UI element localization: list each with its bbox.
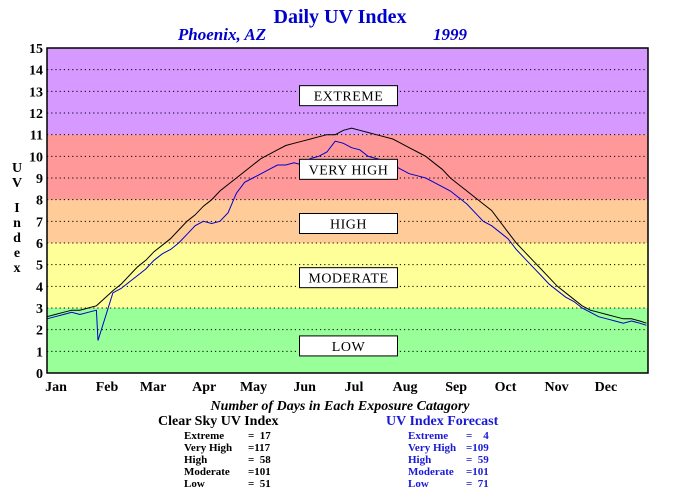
x-tick-label: Nov [544, 380, 568, 395]
y-axis-letter: e [14, 246, 20, 261]
y-tick-label: 5 [36, 259, 43, 274]
y-tick-label: 7 [36, 215, 43, 230]
y-tick-label: 6 [36, 237, 43, 252]
stat-label: High [184, 454, 208, 466]
x-tick-label: Jul [345, 380, 364, 395]
stat-label: Very High [408, 442, 457, 454]
days-count-caption: Number of Days in Each Exposure Catagory [210, 399, 470, 414]
grid-lines [47, 69, 648, 352]
forecast-line [46, 140, 647, 341]
stat-value: = 4 [466, 430, 489, 442]
stat-label: High [408, 454, 432, 466]
stat-value: = 58 [248, 454, 271, 466]
stat-label: Extreme [184, 430, 225, 442]
stat-value: = 17 [248, 430, 271, 442]
x-tick-labels: Jan Feb Mar Apr May Jun Jul Aug Sep Oct Nov Dec [45, 380, 617, 395]
stat-label: Very High [184, 442, 233, 454]
x-tick-label: Feb [96, 380, 119, 395]
forecast-table: Extreme = 4 Very High =109 High = 59 Modera… [408, 430, 489, 490]
stat-label: Moderate [184, 466, 230, 478]
band-label-box-low [299, 335, 398, 357]
x-tick-label: Jan [45, 380, 67, 395]
y-axis-letter: I [14, 201, 19, 216]
y-axis-letter: V [12, 176, 22, 191]
stat-value: = 51 [248, 478, 271, 490]
clear-sky-stats: Clear Sky UV Index Extreme = 17 Very High… [158, 414, 278, 490]
band-label-box-extreme [299, 85, 398, 107]
stat-row: Very High =109 [408, 442, 489, 454]
y-axis-letter: U [12, 161, 22, 176]
stat-value: =117 [248, 442, 271, 454]
band-label-low: LOW [332, 340, 366, 355]
y-tick-label: 4 [36, 280, 43, 295]
series-layer [46, 127, 647, 341]
location-label: Phoenix, AZ [177, 25, 266, 44]
band-label-box-very-high [299, 158, 398, 180]
stat-row: Low = 51 [184, 478, 271, 490]
stat-row: Extreme = 4 [408, 430, 489, 442]
x-tick-label: Dec [595, 380, 618, 395]
stat-row: Moderate =101 [408, 466, 489, 478]
y-tick-label: 15 [29, 42, 43, 57]
band-label-box-moderate [299, 267, 398, 289]
band-label-box-high [299, 213, 398, 234]
y-axis-letter: x [14, 261, 21, 276]
stat-label: Moderate [408, 466, 454, 478]
x-tick-label: Sep [445, 380, 467, 395]
x-tick-label: Aug [393, 380, 418, 395]
band-label-high: HIGH [330, 218, 367, 233]
x-tick-label: Apr [192, 380, 216, 395]
y-tick-label: 8 [36, 194, 43, 209]
stat-value: =101 [466, 466, 489, 478]
stat-value: =109 [466, 442, 489, 454]
y-tick-label: 13 [29, 85, 43, 100]
y-tick-label: 0 [36, 367, 43, 382]
stat-label: Low [184, 478, 205, 490]
y-tick-label: 10 [29, 150, 43, 165]
y-tick-label: 1 [36, 345, 43, 360]
clear-sky-table: Extreme = 17 Very High =117 High = 58 Moder… [184, 430, 271, 490]
y-tick-label: 3 [36, 302, 43, 317]
stat-label: Low [408, 478, 429, 490]
forecast-heading: UV Index Forecast [386, 414, 499, 429]
plot-frame [46, 47, 649, 374]
stat-row: Low = 71 [408, 478, 489, 490]
clear-sky-line [46, 127, 647, 324]
band-label-moderate: MODERATE [308, 272, 388, 287]
stat-value: = 59 [466, 454, 489, 466]
x-tick-label: May [240, 380, 267, 395]
clear-sky-heading: Clear Sky UV Index [158, 414, 279, 429]
chart-title: Daily UV Index [274, 6, 407, 28]
y-axis-letter: n [13, 216, 21, 231]
stat-row: Extreme = 17 [184, 430, 271, 442]
stat-label: Extreme [408, 430, 449, 442]
stat-row: High = 59 [408, 454, 489, 466]
forecast-stats: UV Index Forecast Extreme = 4 Very High =1… [386, 414, 498, 490]
stat-row: High = 58 [184, 454, 271, 466]
y-axis-letter: d [13, 231, 21, 246]
band-label-very-high: VERY HIGH [309, 163, 389, 178]
stat-value: =101 [248, 466, 271, 478]
y-tick-label: 2 [36, 324, 43, 339]
y-tick-label: 11 [30, 129, 43, 144]
stat-value: = 71 [466, 478, 489, 490]
x-tick-label: Oct [495, 380, 517, 395]
y-tick-label: 14 [29, 64, 43, 79]
stat-row: Very High =117 [184, 442, 271, 454]
band-label-extreme: EXTREME [314, 90, 384, 105]
stat-row: Moderate =101 [184, 466, 271, 478]
x-tick-label: Mar [140, 380, 166, 395]
y-tick-label: 12 [29, 107, 43, 122]
year-label: 1999 [433, 25, 468, 44]
y-tick-label: 9 [36, 172, 43, 187]
x-tick-label: Jun [293, 380, 316, 395]
band-labels: LOW MODERATE HIGH VERY HIGH EXTREME [299, 85, 398, 357]
